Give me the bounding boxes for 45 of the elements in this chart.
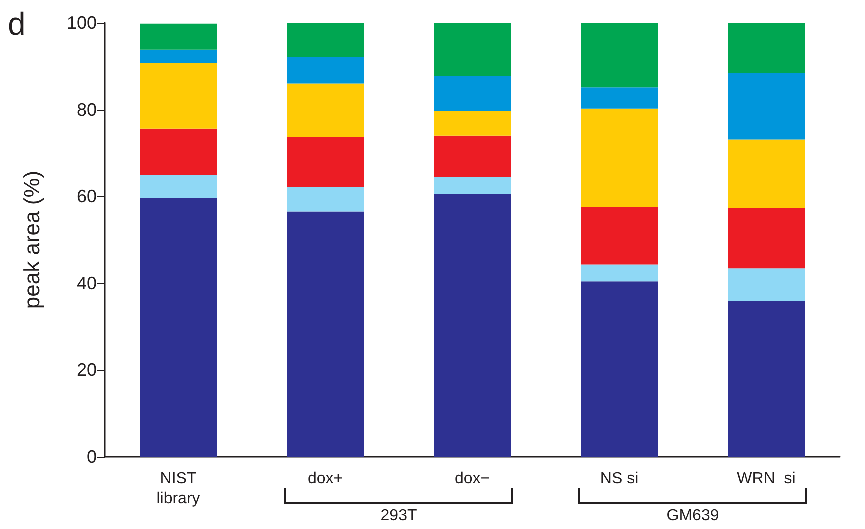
x-tick-label: NS si xyxy=(600,470,639,488)
bar xyxy=(434,136,511,178)
y-tick-label: 60 xyxy=(76,186,97,207)
bar xyxy=(140,24,217,50)
bar xyxy=(287,187,364,212)
bar xyxy=(581,207,658,265)
x-tick-label: dox− xyxy=(454,470,490,488)
y-tick-label: 100 xyxy=(66,13,97,33)
bar xyxy=(140,198,217,457)
bar xyxy=(287,57,364,84)
y-tick-label: 20 xyxy=(76,360,97,380)
bar xyxy=(728,301,805,457)
bar xyxy=(287,84,364,138)
bar xyxy=(434,76,511,112)
bar xyxy=(581,88,658,109)
x-tick-label: dox+ xyxy=(308,470,344,488)
y-tick-label: 80 xyxy=(76,100,97,120)
bar xyxy=(434,194,511,457)
text: 293T xyxy=(380,508,418,524)
bar xyxy=(140,50,217,64)
bar xyxy=(434,112,511,136)
bar xyxy=(728,208,805,269)
text: GM639 xyxy=(666,508,720,524)
y-tick-label: 0 xyxy=(86,447,97,467)
bar xyxy=(140,175,217,198)
bar xyxy=(728,73,805,140)
bar xyxy=(434,23,511,76)
x-tick-label: WRN si xyxy=(737,470,796,488)
bar xyxy=(581,264,658,282)
bar xyxy=(287,137,364,188)
bar xyxy=(728,23,805,74)
bar xyxy=(287,212,364,457)
bar xyxy=(728,268,805,302)
bar xyxy=(581,282,658,457)
y-axis-title: peak area (%) xyxy=(20,170,44,310)
bar xyxy=(581,23,658,88)
bar xyxy=(140,128,217,176)
bar xyxy=(728,140,805,208)
bar xyxy=(581,108,658,208)
bar xyxy=(140,63,217,129)
y-tick-label: 40 xyxy=(76,273,97,294)
x-tick-label: NIST library xyxy=(156,470,200,508)
bar xyxy=(434,178,511,194)
bar xyxy=(287,23,364,58)
text: d xyxy=(8,6,26,42)
